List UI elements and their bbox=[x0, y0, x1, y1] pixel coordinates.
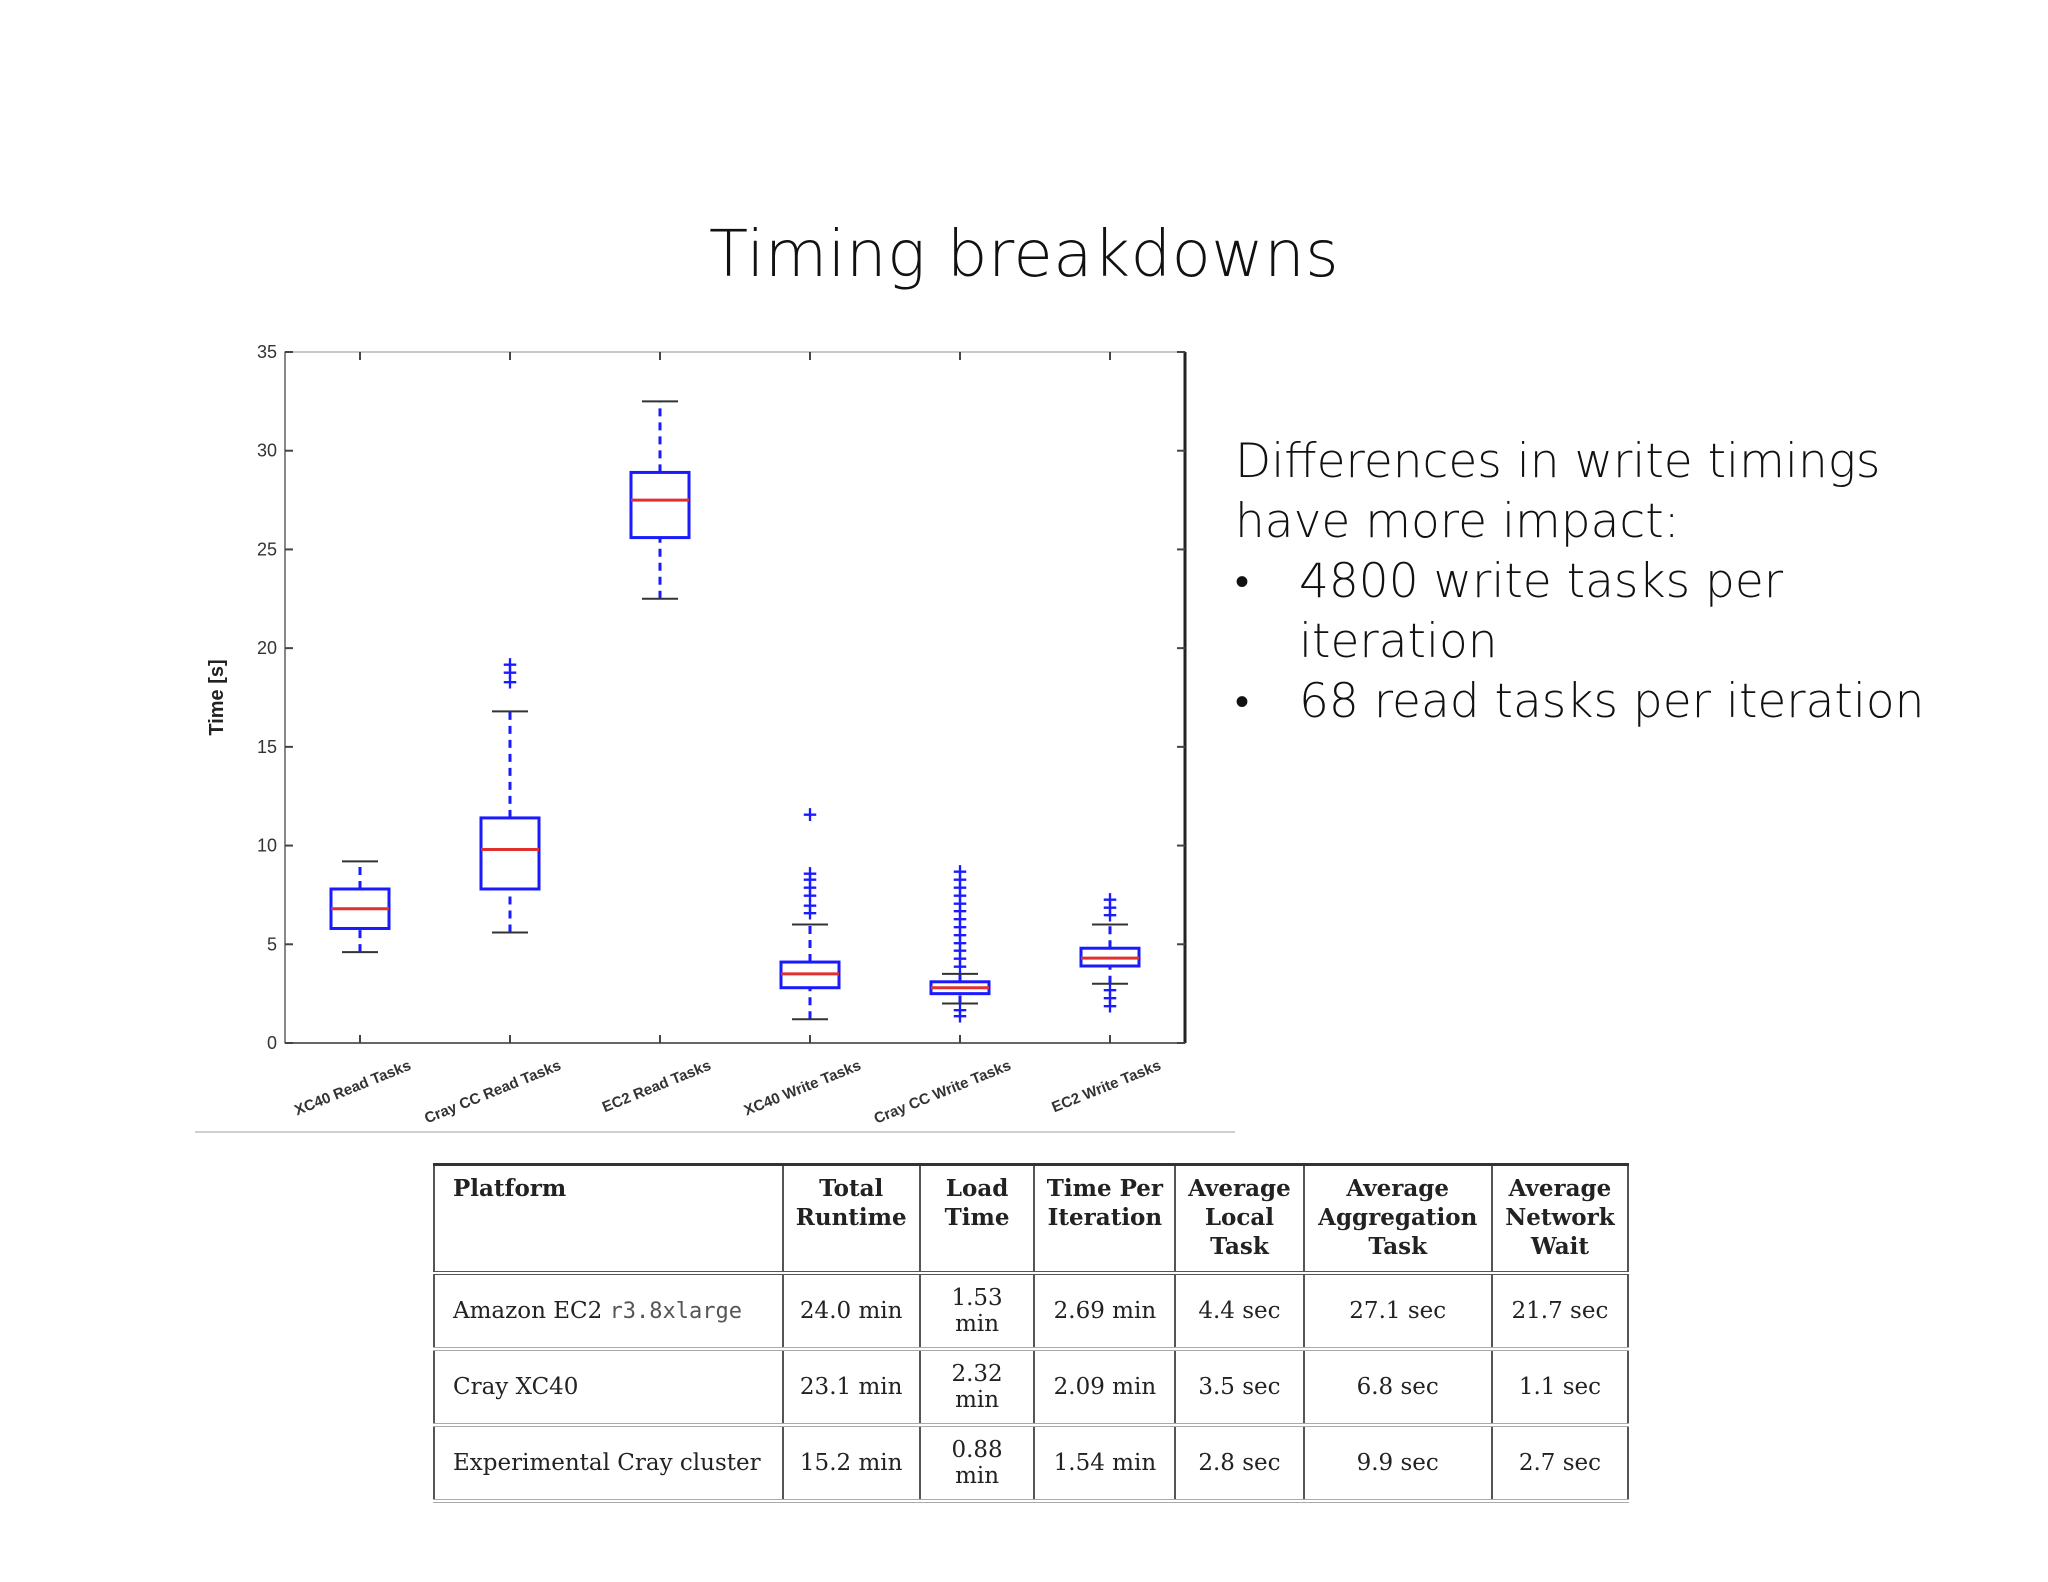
outlier-point: + bbox=[952, 867, 969, 891]
outlier-point: + bbox=[502, 670, 519, 694]
table-row: Cray XC40 23.1 min 2.32 min 2.09 min 3.5… bbox=[433, 1349, 1630, 1427]
x-tick-label: Cray CC Read Tasks bbox=[422, 1057, 563, 1127]
header-platform: Platform bbox=[433, 1164, 783, 1273]
cell-average-network-wait: 2.7 sec bbox=[1490, 1425, 1630, 1503]
outlier-point: + bbox=[952, 907, 969, 931]
cell-time-per-iteration: 1.54 min bbox=[1033, 1425, 1176, 1503]
outlier-point: + bbox=[952, 954, 969, 978]
outlier-point: + bbox=[952, 922, 969, 946]
outlier-point: + bbox=[952, 997, 969, 1021]
x-tick-label: EC2 Write Tasks bbox=[1049, 1057, 1163, 1116]
y-tick-label: 20 bbox=[257, 638, 277, 658]
outlier-point: + bbox=[802, 901, 819, 925]
x-tick-label: XC40 Read Tasks bbox=[292, 1057, 413, 1119]
outlier-point: + bbox=[1102, 887, 1119, 911]
cell-total-runtime: 23.1 min bbox=[781, 1349, 920, 1427]
outlier-point: + bbox=[1102, 895, 1119, 919]
chart-divider bbox=[195, 1131, 1235, 1133]
intro-text: Differences in write timings have more i… bbox=[1235, 434, 1881, 549]
cell-average-local-task: 4.4 sec bbox=[1174, 1273, 1304, 1351]
y-tick-label: 5 bbox=[267, 934, 277, 954]
text-panel: Differences in write timings have more i… bbox=[1235, 432, 1955, 732]
plot-frame bbox=[284, 351, 1186, 1044]
header-average-network-wait: Average Network Wait bbox=[1490, 1164, 1630, 1273]
table-row: Experimental Cray cluster 15.2 min 0.88 … bbox=[433, 1425, 1630, 1503]
y-tick-label: 0 bbox=[267, 1033, 277, 1053]
outlier-point: + bbox=[952, 930, 969, 954]
header-total-runtime: Total Runtime bbox=[781, 1164, 920, 1273]
header-average-aggregation-task: Average Aggregation Task bbox=[1302, 1164, 1492, 1273]
header-load-time: Load Time bbox=[918, 1164, 1035, 1273]
x-tick-label: XC40 Write Tasks bbox=[742, 1057, 864, 1119]
cell-total-runtime: 15.2 min bbox=[781, 1425, 920, 1503]
bullet-item: 68 read tasks per iteration bbox=[1235, 672, 1955, 732]
table-row: Amazon EC2 r3.8xlarge 24.0 min 1.53 min … bbox=[433, 1273, 1630, 1351]
outlier-point: + bbox=[952, 875, 969, 899]
cell-average-aggregation-task: 9.9 sec bbox=[1302, 1425, 1492, 1503]
table-header-row: Platform Total Runtime Load Time Time Pe… bbox=[433, 1164, 1630, 1273]
cell-platform: Experimental Cray cluster bbox=[433, 1425, 783, 1503]
outlier-point: + bbox=[802, 802, 819, 826]
outlier-point: + bbox=[952, 1003, 969, 1027]
y-tick-label: 25 bbox=[257, 539, 277, 559]
outlier-point: + bbox=[952, 883, 969, 907]
cell-average-network-wait: 21.7 sec bbox=[1490, 1273, 1630, 1351]
outlier-point: + bbox=[952, 859, 969, 883]
outlier-point: + bbox=[952, 915, 969, 939]
x-tick-label: EC2 Read Tasks bbox=[600, 1057, 714, 1116]
outlier-point: + bbox=[802, 875, 819, 899]
cell-average-local-task: 2.8 sec bbox=[1174, 1425, 1304, 1503]
bullet-item: 4800 write tasks per iteration bbox=[1235, 552, 1955, 672]
cell-time-per-iteration: 2.69 min bbox=[1033, 1273, 1176, 1351]
y-tick-label: 15 bbox=[257, 737, 277, 757]
box-iqr bbox=[479, 816, 541, 891]
outlier-point: + bbox=[802, 893, 819, 917]
outlier-point: + bbox=[952, 891, 969, 915]
y-tick-label: 10 bbox=[257, 836, 277, 856]
cell-load-time: 2.32 min bbox=[918, 1349, 1035, 1427]
header-average-local-task: Average Local Task bbox=[1174, 1164, 1304, 1273]
outlier-point: + bbox=[1102, 993, 1119, 1017]
cell-total-runtime: 24.0 min bbox=[781, 1273, 920, 1351]
box-iqr bbox=[629, 470, 691, 540]
outlier-point: + bbox=[1102, 978, 1119, 1002]
bullet-list: 4800 write tasks per iteration 68 read t… bbox=[1235, 552, 1955, 732]
outlier-point: + bbox=[952, 899, 969, 923]
cell-average-network-wait: 1.1 sec bbox=[1490, 1349, 1630, 1427]
y-tick-label: 35 bbox=[257, 342, 277, 362]
cell-load-time: 0.88 min bbox=[918, 1425, 1035, 1503]
results-table: Platform Total Runtime Load Time Time Pe… bbox=[433, 1163, 1630, 1503]
outlier-point: + bbox=[802, 867, 819, 891]
outlier-point: + bbox=[952, 946, 969, 970]
outlier-point: + bbox=[802, 883, 819, 907]
cell-platform: Amazon EC2 r3.8xlarge bbox=[433, 1273, 783, 1351]
cell-time-per-iteration: 2.09 min bbox=[1033, 1349, 1176, 1427]
outlier-point: + bbox=[952, 938, 969, 962]
x-tick-label: Cray CC Write Tasks bbox=[872, 1057, 1014, 1128]
cell-average-aggregation-task: 27.1 sec bbox=[1302, 1273, 1492, 1351]
cell-load-time: 1.53 min bbox=[918, 1273, 1035, 1351]
outlier-point: + bbox=[802, 861, 819, 885]
y-tick-label: 30 bbox=[257, 441, 277, 461]
header-time-per-iteration: Time Per Iteration bbox=[1033, 1164, 1176, 1273]
slide-title: Timing breakdowns bbox=[708, 218, 1340, 292]
y-axis-label: Time [s] bbox=[206, 659, 228, 735]
cell-average-local-task: 3.5 sec bbox=[1174, 1349, 1304, 1427]
outlier-point: + bbox=[502, 652, 519, 676]
outlier-point: + bbox=[1102, 986, 1119, 1010]
outlier-point: + bbox=[1102, 903, 1119, 927]
outlier-point: + bbox=[502, 660, 519, 684]
cell-platform: Cray XC40 bbox=[433, 1349, 783, 1427]
cell-average-aggregation-task: 6.8 sec bbox=[1302, 1349, 1492, 1427]
